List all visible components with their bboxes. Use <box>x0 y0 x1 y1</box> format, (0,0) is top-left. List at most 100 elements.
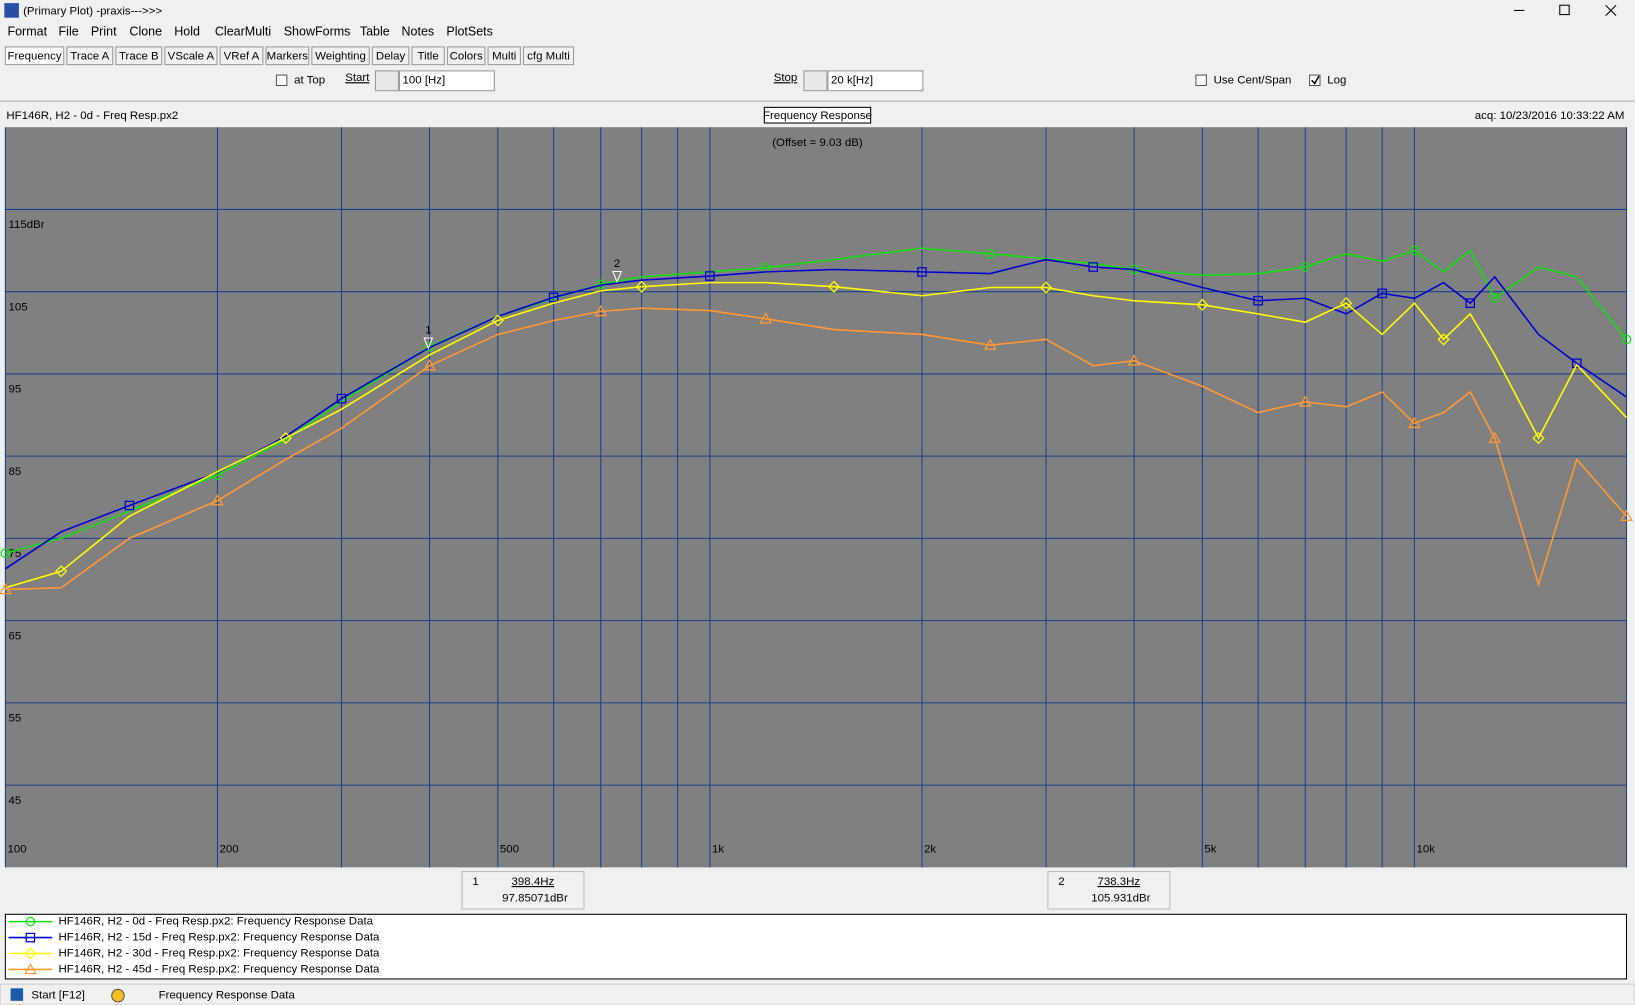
tab-label[interactable]: Frequency <box>7 50 61 62</box>
marker-flag[interactable] <box>423 337 434 350</box>
legend <box>4 913 1628 980</box>
tab-label[interactable]: Delay <box>376 50 406 62</box>
tab[interactable] <box>265 46 310 66</box>
menu-item[interactable]: PlotSets <box>446 25 493 39</box>
point <box>424 341 435 352</box>
tab-label[interactable]: Trace B <box>119 50 159 62</box>
point <box>124 500 135 511</box>
point <box>491 314 504 327</box>
status-start[interactable]: Start [F12] <box>31 990 84 1002</box>
log-checkbox[interactable] <box>1309 74 1321 87</box>
point <box>1409 245 1420 256</box>
tab-label[interactable]: Title <box>418 50 439 62</box>
point <box>594 304 608 317</box>
point <box>548 292 559 303</box>
point <box>1465 298 1476 308</box>
plot-title-box <box>763 106 872 124</box>
point <box>1299 395 1312 407</box>
readout-box <box>1047 871 1171 910</box>
log-label: Log <box>1327 74 1346 86</box>
legend-label: HF146R, H2 - 45d - Freq Resp.px2: Freque… <box>59 963 380 975</box>
point <box>1377 288 1387 299</box>
menu-item[interactable]: Clone <box>129 25 162 39</box>
trace <box>5 281 1628 589</box>
checkbox[interactable] <box>275 74 288 87</box>
menu-item[interactable]: ClearMulti <box>215 25 271 39</box>
menu-item[interactable]: Hold <box>174 25 200 39</box>
tab[interactable] <box>487 46 521 66</box>
tab[interactable] <box>66 46 114 66</box>
restore[interactable] <box>1559 4 1570 16</box>
menu-item[interactable]: ShowForms <box>284 25 351 39</box>
y-tick-label: 105 <box>8 301 27 313</box>
readout-box <box>461 871 585 910</box>
point <box>1300 262 1311 272</box>
point <box>917 267 927 277</box>
tab[interactable] <box>371 46 410 66</box>
marker-flag[interactable] <box>612 270 623 284</box>
tab[interactable] <box>4 46 65 66</box>
tab-label[interactable]: Trace A <box>70 50 109 62</box>
menu-item[interactable]: Print <box>91 25 117 39</box>
stop-value: 20 k[Hz] <box>831 74 873 86</box>
menu-item[interactable]: Notes <box>402 25 435 39</box>
readout-number: 1 <box>472 876 478 888</box>
tab[interactable] <box>115 46 163 66</box>
stop-label: Stop <box>774 72 798 84</box>
point <box>211 494 224 506</box>
point <box>0 548 11 559</box>
tab[interactable] <box>164 46 218 66</box>
point <box>1489 293 1500 304</box>
tab-label[interactable]: cfg Multi <box>527 50 570 62</box>
y-tick-label: 95 <box>8 384 21 396</box>
trace <box>5 247 1628 554</box>
point <box>24 962 37 975</box>
point <box>1340 297 1353 310</box>
point <box>759 312 772 324</box>
y-tick-label: 45 <box>8 795 21 807</box>
checkbox[interactable] <box>1195 74 1207 87</box>
point <box>25 932 36 943</box>
menu-item[interactable]: File <box>59 25 79 39</box>
tab-label[interactable]: Markers <box>267 50 309 62</box>
spinner[interactable] <box>803 70 828 92</box>
window-title: (Primary Plot) -praxis--->>> <box>23 5 162 17</box>
marker-number: 1 <box>425 325 431 337</box>
readout-freq[interactable]: 738.3Hz <box>1097 876 1140 888</box>
menu-item[interactable]: Format <box>7 25 47 39</box>
point <box>1437 333 1450 346</box>
tab[interactable] <box>522 46 575 66</box>
app-icon <box>4 3 19 18</box>
marker-number: 2 <box>614 258 620 270</box>
point <box>1532 431 1545 445</box>
cent-span-label: Use Cent/Span <box>1214 74 1292 86</box>
tab[interactable] <box>411 46 445 66</box>
point <box>279 431 292 445</box>
stop-input[interactable] <box>827 70 924 92</box>
tab[interactable] <box>446 46 486 66</box>
point <box>1621 334 1632 345</box>
tab-label[interactable]: Multi <box>492 50 516 62</box>
tab[interactable] <box>311 46 370 66</box>
start-input[interactable] <box>398 70 495 92</box>
tab-label[interactable]: Colors <box>450 50 483 62</box>
tab-label[interactable]: VScale A <box>168 50 215 62</box>
status-text: Frequency Response Data <box>159 990 296 1002</box>
point <box>635 280 648 293</box>
point <box>1620 509 1633 521</box>
point <box>336 393 347 404</box>
readout-level: 105.931dBr <box>1091 893 1150 905</box>
close[interactable] <box>1605 4 1617 17</box>
tab[interactable] <box>219 46 264 66</box>
tab-label[interactable]: VRef A <box>224 50 260 62</box>
readout-freq[interactable]: 398.4Hz <box>512 876 555 888</box>
point <box>1571 358 1582 369</box>
start-icon[interactable] <box>10 988 24 1001</box>
tab-label[interactable]: Weighting <box>315 50 366 62</box>
trace <box>4 258 1627 570</box>
x-tick-label: 2k <box>924 844 936 856</box>
readout-number: 2 <box>1058 876 1064 888</box>
spinner[interactable] <box>374 70 399 92</box>
menu-item[interactable]: Table <box>360 25 390 39</box>
